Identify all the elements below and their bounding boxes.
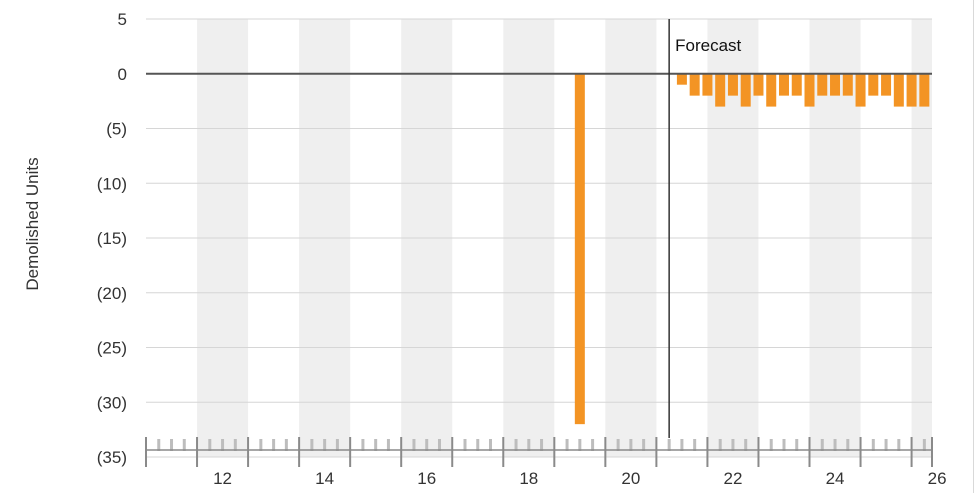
x-tick-label: 22 [723,469,742,488]
y-tick-label: (5) [106,120,127,139]
y-tick-label: 5 [118,10,127,29]
bar [766,73,777,107]
bar [817,73,828,96]
bar [919,73,930,107]
bar [906,73,917,107]
bar [868,73,879,96]
bar [830,73,841,96]
bar [740,73,751,107]
bar [727,73,738,96]
bar [855,73,866,107]
y-tick-label: (10) [97,174,127,193]
y-axis-title: Demolished Units [23,157,42,290]
y-tick-label: 0 [118,65,127,84]
y-axis: 5 0 (5) (10) (15) (20) (25) (30) (35) [97,10,127,467]
bar [842,73,853,96]
y-tick-label: (20) [97,284,127,303]
bar [791,73,802,96]
x-tick-label: 24 [826,469,845,488]
forecast-marker: Forecast [668,19,742,438]
bar [804,73,815,107]
x-tick-label: 12 [213,469,232,488]
forecast-label: Forecast [675,36,741,55]
gridlines [146,18,932,458]
x-tick-label: 14 [315,469,334,488]
bar [676,73,687,85]
bar [574,73,585,425]
x-tick-label: 16 [417,469,436,488]
bars [574,73,930,425]
y-tick-label: (15) [97,229,127,248]
bar [689,73,700,96]
bar [778,73,789,96]
bar [753,73,764,96]
x-tick-label: 20 [621,469,640,488]
bar [893,73,904,107]
y-tick-label: (25) [97,339,127,358]
panel-border [973,0,974,493]
y-tick-label: (35) [97,448,127,467]
bar [881,73,892,96]
x-axis: 12 14 16 18 20 22 24 26 [145,437,947,488]
bar [702,73,713,96]
y-tick-label: (30) [97,393,127,412]
bar [715,73,726,107]
x-tick-label: 18 [519,469,538,488]
x-tick-label: 26 [928,469,947,488]
